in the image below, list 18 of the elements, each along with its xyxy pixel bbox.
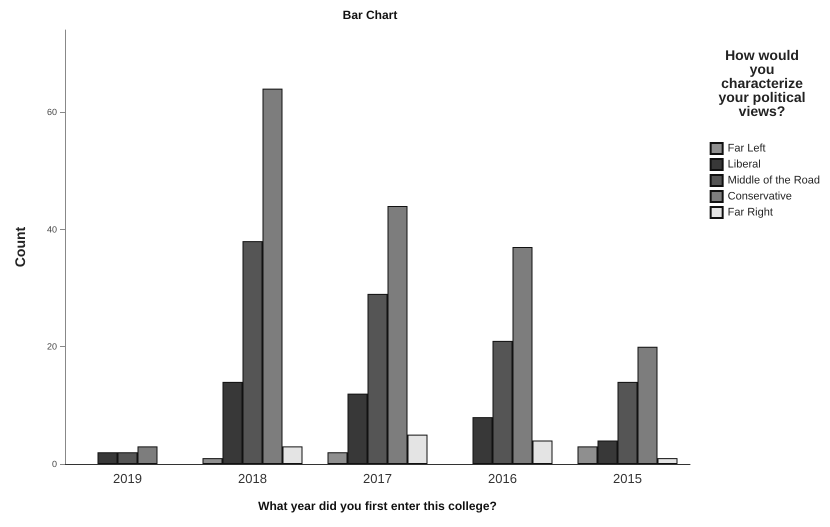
y-axis-title: Count: [12, 226, 28, 268]
legend-label: Conservative: [728, 190, 792, 202]
legend-label: Far Left: [728, 142, 766, 154]
legend-title: How would you characterize your political views?: [718, 47, 806, 119]
x-tick-label: 2018: [238, 471, 267, 486]
y-tick-label: 60: [46, 107, 57, 118]
chart-title: Bar Chart: [342, 8, 398, 22]
legend-label: Middle of the Road: [728, 174, 820, 186]
x-tick-label: 2019: [113, 471, 142, 486]
x-tick-label: 2016: [488, 471, 517, 486]
y-tick-label: 0: [52, 459, 57, 469]
x-tick-label: 2017: [363, 471, 392, 486]
legend-label: Liberal: [728, 158, 761, 170]
y-tick-label: 20: [46, 342, 57, 352]
y-tick-label: 40: [46, 224, 57, 234]
x-axis-title: What year did you first enter this college?: [258, 499, 497, 513]
legend-label: Far Right: [728, 206, 773, 218]
x-tick-label: 2015: [613, 471, 642, 486]
